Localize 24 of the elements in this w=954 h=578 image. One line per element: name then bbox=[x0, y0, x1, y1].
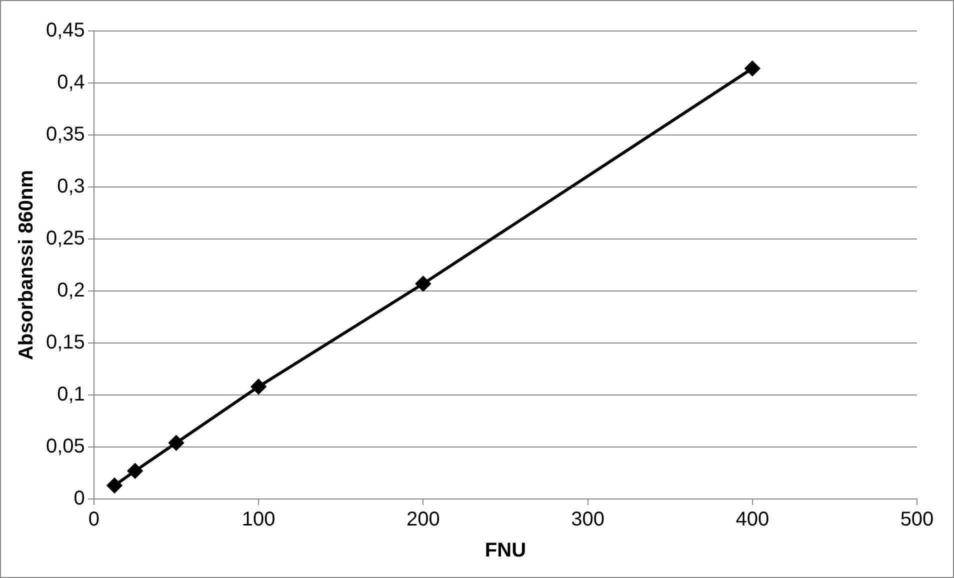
y-tick-label: 0 bbox=[74, 488, 85, 510]
y-axis-title: Absorbanssi 860nm bbox=[16, 170, 38, 360]
point bbox=[107, 478, 122, 493]
point bbox=[744, 60, 760, 76]
y-tick-label: 0,4 bbox=[57, 72, 85, 94]
y-tick-label: 0,25 bbox=[46, 228, 85, 250]
x-tick-label: 100 bbox=[242, 508, 276, 531]
point bbox=[251, 379, 266, 394]
x-tick-label: 200 bbox=[406, 508, 440, 531]
point bbox=[168, 435, 184, 450]
point bbox=[128, 463, 143, 478]
y-tick-label: 0,05 bbox=[46, 436, 85, 458]
y-tick-label: 0,1 bbox=[57, 384, 85, 406]
y-tick-label: 0,15 bbox=[46, 332, 85, 354]
point bbox=[416, 276, 431, 292]
x-tick-label: 0 bbox=[88, 508, 100, 531]
y-tick-label: 0,2 bbox=[57, 280, 85, 302]
y-tick-label: 0,45 bbox=[46, 20, 85, 42]
x-axis-title: FNU bbox=[484, 540, 526, 562]
x-tick-label: 500 bbox=[900, 508, 934, 531]
y-tick-label: 0,3 bbox=[57, 176, 85, 198]
x-tick-label: 400 bbox=[736, 508, 770, 531]
y-tick-label: 0,35 bbox=[46, 124, 85, 146]
x-tick-label: 300 bbox=[571, 508, 604, 531]
